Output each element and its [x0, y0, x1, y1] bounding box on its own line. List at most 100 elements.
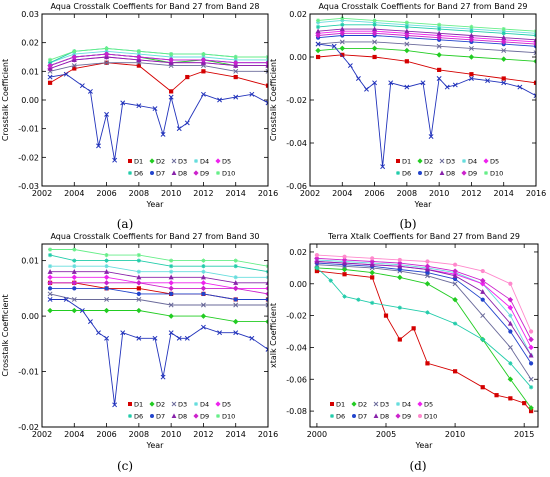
panel-caption: (a)	[117, 217, 134, 231]
data-point	[468, 54, 475, 60]
data-point	[315, 47, 321, 54]
legend-marker	[462, 159, 466, 163]
data-point	[233, 57, 238, 62]
data-point	[169, 89, 174, 94]
data-point	[501, 76, 506, 81]
legend-marker	[128, 402, 132, 406]
data-point	[469, 72, 474, 77]
legend: D1 D2 D3 D4 D5 D6 D7 D8 D9 D10	[396, 158, 503, 178]
data-point	[136, 307, 142, 314]
data-point	[372, 20, 377, 25]
data-point	[265, 280, 268, 285]
data-point	[168, 330, 174, 336]
data-point	[340, 16, 345, 21]
data-point	[437, 24, 442, 29]
data-point	[533, 58, 536, 65]
data-point	[169, 52, 174, 57]
series-line-d7-dips	[318, 43, 536, 167]
data-point	[356, 297, 361, 302]
data-point	[369, 258, 375, 265]
data-point	[444, 84, 450, 90]
data-point	[233, 54, 238, 60]
data-point	[452, 321, 458, 326]
data-point	[136, 280, 142, 286]
data-point	[72, 52, 77, 57]
series-line-d5	[318, 30, 536, 43]
y-tick-label: 0.00	[289, 280, 307, 289]
legend-label: D2	[424, 158, 433, 166]
data-point	[404, 59, 409, 64]
data-point	[528, 336, 534, 343]
data-point	[371, 30, 378, 37]
series-line-d5	[50, 276, 268, 289]
y-tick-label: -0.02	[286, 96, 307, 105]
data-point	[528, 344, 534, 351]
data-point	[372, 39, 378, 45]
data-point	[369, 269, 375, 276]
y-tick-label: -0.02	[18, 153, 39, 162]
data-point	[104, 258, 109, 263]
series-line-d4	[50, 265, 268, 278]
plot-area	[315, 16, 536, 170]
data-point	[63, 297, 69, 302]
legend-marker	[194, 402, 198, 406]
data-point	[315, 32, 321, 39]
data-point	[339, 45, 346, 52]
series-line-d8	[49, 56, 268, 69]
legend-marker	[418, 171, 422, 175]
data-point	[533, 93, 536, 99]
panel-caption: (c)	[117, 459, 133, 473]
data-point	[232, 60, 239, 66]
legend-marker	[128, 171, 132, 175]
data-point	[265, 285, 268, 292]
legend-marker	[216, 171, 220, 175]
data-point	[397, 337, 402, 342]
data-point	[314, 253, 320, 258]
data-point	[340, 22, 345, 27]
legend-label: D1	[134, 401, 143, 409]
data-point	[71, 63, 77, 69]
data-point	[500, 39, 507, 45]
data-point	[425, 273, 430, 279]
legend-marker	[194, 159, 198, 163]
data-point	[342, 272, 347, 277]
data-point	[404, 84, 410, 90]
legend-label: D4	[402, 401, 411, 409]
data-point	[168, 94, 174, 100]
data-point	[201, 258, 206, 263]
x-tick-label: 2010	[161, 189, 181, 198]
legend-marker	[395, 413, 401, 419]
data-point	[314, 268, 320, 274]
data-point	[200, 274, 206, 280]
data-point	[201, 69, 206, 74]
series-line-d2	[316, 267, 532, 409]
data-point	[369, 261, 375, 267]
data-point	[468, 45, 474, 51]
legend-marker	[215, 158, 221, 164]
data-point	[372, 22, 377, 27]
data-point	[315, 41, 321, 47]
legend-label: D7	[156, 413, 165, 421]
data-point	[372, 54, 377, 60]
legend-marker	[150, 171, 154, 175]
data-point	[201, 52, 206, 57]
legend-marker	[171, 401, 177, 407]
legend-marker	[351, 401, 357, 407]
legend-label: D2	[156, 401, 165, 409]
data-point	[522, 401, 527, 406]
data-point	[136, 297, 142, 302]
y-tick-label: -0.08	[286, 407, 307, 416]
legend-label: D1	[402, 158, 411, 166]
data-point	[233, 330, 239, 336]
data-point	[136, 291, 141, 297]
data-point	[104, 60, 110, 66]
x-tick-label: 2012	[461, 189, 481, 198]
legend-label: D4	[468, 158, 477, 166]
data-point	[104, 286, 109, 291]
data-point	[528, 376, 534, 382]
x-tick-label: 2016	[258, 430, 278, 439]
x-tick-label: 2005	[376, 430, 396, 439]
data-point	[424, 281, 431, 287]
x-tick-label: 2002	[32, 189, 52, 198]
data-point	[47, 291, 53, 297]
